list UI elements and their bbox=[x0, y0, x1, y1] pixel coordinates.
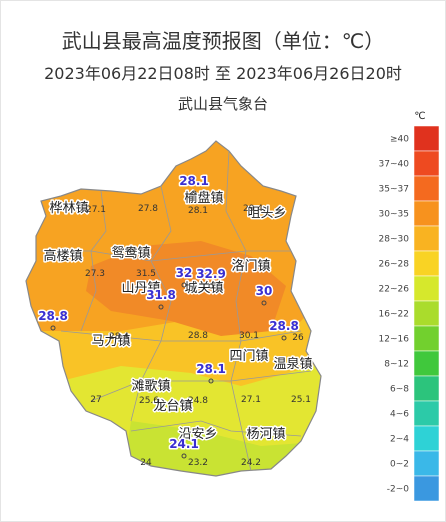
legend-label: 28~30 bbox=[379, 235, 410, 245]
town-name: 桦林镇 bbox=[49, 201, 88, 216]
legend-swatch bbox=[413, 150, 440, 177]
town-name: 咀头乡 bbox=[247, 206, 286, 221]
legend-swatch bbox=[413, 200, 440, 227]
legend-swatch bbox=[413, 125, 440, 152]
town-name: 马力镇 bbox=[91, 334, 130, 349]
legend-swatch bbox=[413, 175, 440, 202]
legend-swatch bbox=[413, 300, 440, 327]
town-borders bbox=[41, 150, 312, 472]
station-dot bbox=[281, 335, 287, 341]
station-value: 32.9 bbox=[196, 267, 226, 281]
legend-label: 35~37 bbox=[379, 185, 409, 195]
legend-label: ≥40 bbox=[390, 135, 409, 145]
grid-value: 25.6 bbox=[139, 396, 159, 406]
legend-label: 8~12 bbox=[384, 360, 409, 370]
town-name: 杨河镇 bbox=[246, 427, 285, 442]
town-name: 温泉镇 bbox=[273, 356, 312, 372]
town-name: 鸳鸯镇 bbox=[111, 246, 150, 261]
station-dot bbox=[158, 304, 164, 310]
legend-label: 12~16 bbox=[379, 335, 410, 345]
grid-value: 27.8 bbox=[138, 204, 158, 214]
station-dot bbox=[50, 325, 56, 331]
station-value: 28.1 bbox=[179, 174, 209, 188]
legend-label: 4~6 bbox=[390, 410, 409, 420]
town-name: 滩歌镇 bbox=[131, 379, 170, 394]
legend-swatch bbox=[413, 475, 440, 502]
legend-swatch bbox=[413, 225, 440, 252]
grid-value: 24 bbox=[140, 458, 152, 468]
legend-swatch bbox=[413, 450, 440, 477]
town-name: 洛门镇 bbox=[231, 259, 270, 274]
legend-swatch bbox=[413, 350, 440, 377]
legend-label: 37~40 bbox=[379, 160, 410, 170]
town-name: 四门镇 bbox=[229, 349, 268, 364]
grid-value: 28.4 bbox=[109, 332, 129, 342]
town-name: 城关镇 bbox=[184, 281, 223, 296]
legend-label: 16~22 bbox=[379, 310, 409, 320]
grid-value: 27.1 bbox=[86, 205, 106, 215]
station-value: 28.8 bbox=[269, 319, 299, 333]
grid-value: 28.8 bbox=[188, 331, 208, 341]
grid-value: 23.2 bbox=[188, 458, 208, 468]
station-value: 24.1 bbox=[169, 437, 199, 451]
legend-label: 6~8 bbox=[390, 385, 409, 395]
station-dot bbox=[191, 190, 197, 196]
legend-label: 22~26 bbox=[379, 285, 410, 295]
grid-value: 31.5 bbox=[136, 269, 156, 279]
legend-label: 26~28 bbox=[379, 260, 410, 270]
grid-value: 26 bbox=[292, 333, 304, 343]
legend-swatch bbox=[413, 425, 440, 452]
town-name: 山丹镇 bbox=[121, 281, 160, 296]
legend-swatch bbox=[413, 400, 440, 427]
station-value: 32 bbox=[176, 266, 193, 280]
legend-label: 30~35 bbox=[379, 210, 409, 220]
station-dot bbox=[261, 300, 267, 306]
issuer: 武山县气象台 bbox=[178, 95, 268, 113]
station-dot bbox=[208, 378, 214, 384]
legend-label: 0~2 bbox=[390, 460, 409, 470]
town-name: 榆盘镇 bbox=[184, 190, 223, 206]
grid-value: 29.4 bbox=[243, 204, 263, 214]
grid-value: 27 bbox=[90, 395, 101, 405]
grid-value: 27.1 bbox=[241, 395, 261, 405]
grid-value: 24.8 bbox=[188, 396, 208, 406]
grid-value: 27.3 bbox=[85, 269, 105, 279]
town-name: 龙台镇 bbox=[153, 399, 192, 414]
legend-swatch bbox=[413, 275, 440, 302]
legend-swatch bbox=[413, 250, 440, 277]
station-value: 28.1 bbox=[196, 362, 226, 376]
town-name: 沿安乡 bbox=[178, 427, 217, 442]
time-range: 2023年06月22日08时 至 2023年06月26日20时 bbox=[44, 64, 402, 83]
legend-unit: ℃ bbox=[414, 111, 425, 122]
station-dot bbox=[181, 453, 187, 459]
station-dot bbox=[181, 282, 187, 288]
grid-value: 28.1 bbox=[188, 206, 208, 216]
station-value: 31.8 bbox=[146, 288, 176, 302]
grid-value: 25.1 bbox=[291, 395, 311, 405]
grid-value: 30.1 bbox=[239, 331, 259, 341]
town-name: 高楼镇 bbox=[43, 248, 82, 264]
grid-value: 24.2 bbox=[241, 458, 261, 468]
legend-label: -2~0 bbox=[387, 485, 410, 495]
station-value: 28.8 bbox=[38, 309, 68, 323]
legend-label: 2~4 bbox=[390, 435, 409, 445]
legend-swatch bbox=[413, 375, 440, 402]
station-value: 30 bbox=[256, 284, 273, 298]
legend-swatch bbox=[413, 325, 440, 352]
map-title: 武山县最高温度预报图（单位：℃） bbox=[62, 29, 384, 53]
station-dot bbox=[208, 283, 214, 289]
